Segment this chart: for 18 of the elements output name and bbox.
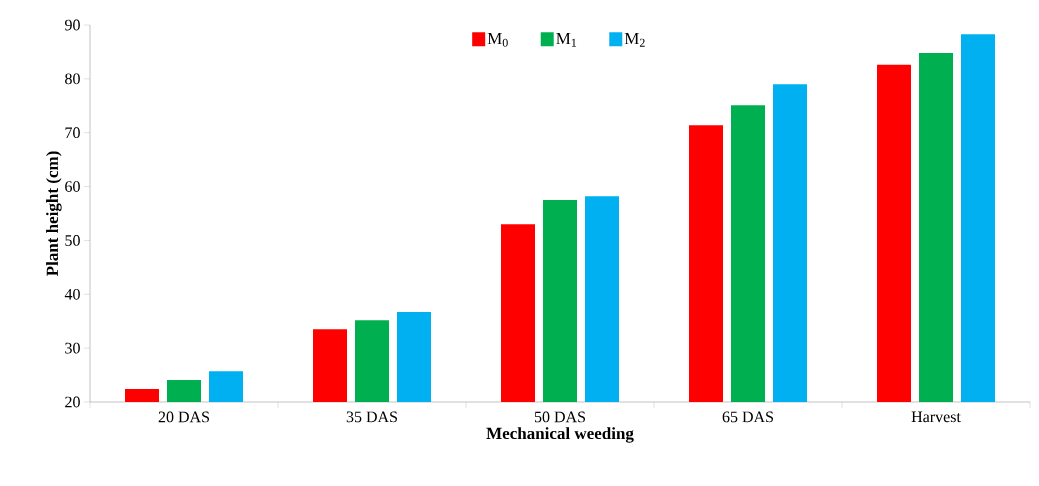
x-axis-title: Mechanical weeding bbox=[486, 427, 634, 443]
y-tick-label: 70 bbox=[65, 127, 80, 139]
x-tick-label: 65 DAS bbox=[722, 411, 773, 423]
y-tick-label: 60 bbox=[65, 181, 80, 192]
legend-label: M$_{0}$ bbox=[487, 32, 508, 47]
y-axis-title: Plant height (cm) bbox=[46, 151, 62, 276]
y-tick-label: 20 bbox=[65, 396, 80, 408]
y-tick-label: 80 bbox=[65, 73, 80, 85]
x-tick-label: 35 DAS bbox=[346, 411, 397, 423]
y-tick-label: 30 bbox=[65, 342, 80, 354]
y-tick-label: 40 bbox=[64, 288, 80, 300]
x-tick-label: 50 DAS bbox=[534, 411, 585, 423]
legend-label: M$_{2}$ bbox=[624, 32, 645, 47]
legend-label: M$_{1}$ bbox=[556, 32, 577, 47]
x-tick-label: Harvest bbox=[911, 411, 961, 423]
x-tick-label: 20 DAS bbox=[158, 411, 209, 423]
y-tick-label: 50 bbox=[65, 235, 80, 246]
y-tick-label: 90 bbox=[65, 19, 80, 31]
